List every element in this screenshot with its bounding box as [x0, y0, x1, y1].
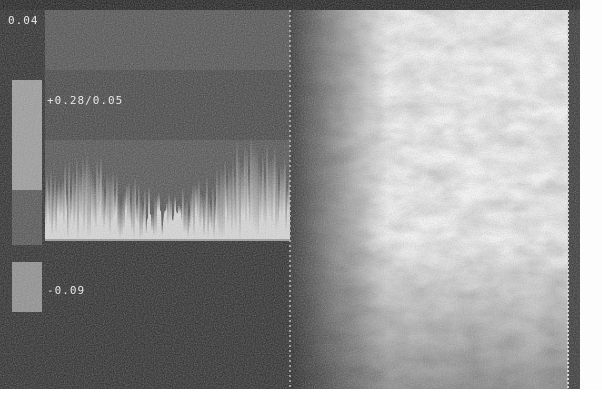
- scale-top-label: 0.04: [8, 14, 39, 27]
- scale-bottom-label: -0.09: [47, 284, 85, 297]
- velocity-label: +0.28/0.05: [47, 94, 123, 107]
- grain-overlay: [0, 0, 580, 389]
